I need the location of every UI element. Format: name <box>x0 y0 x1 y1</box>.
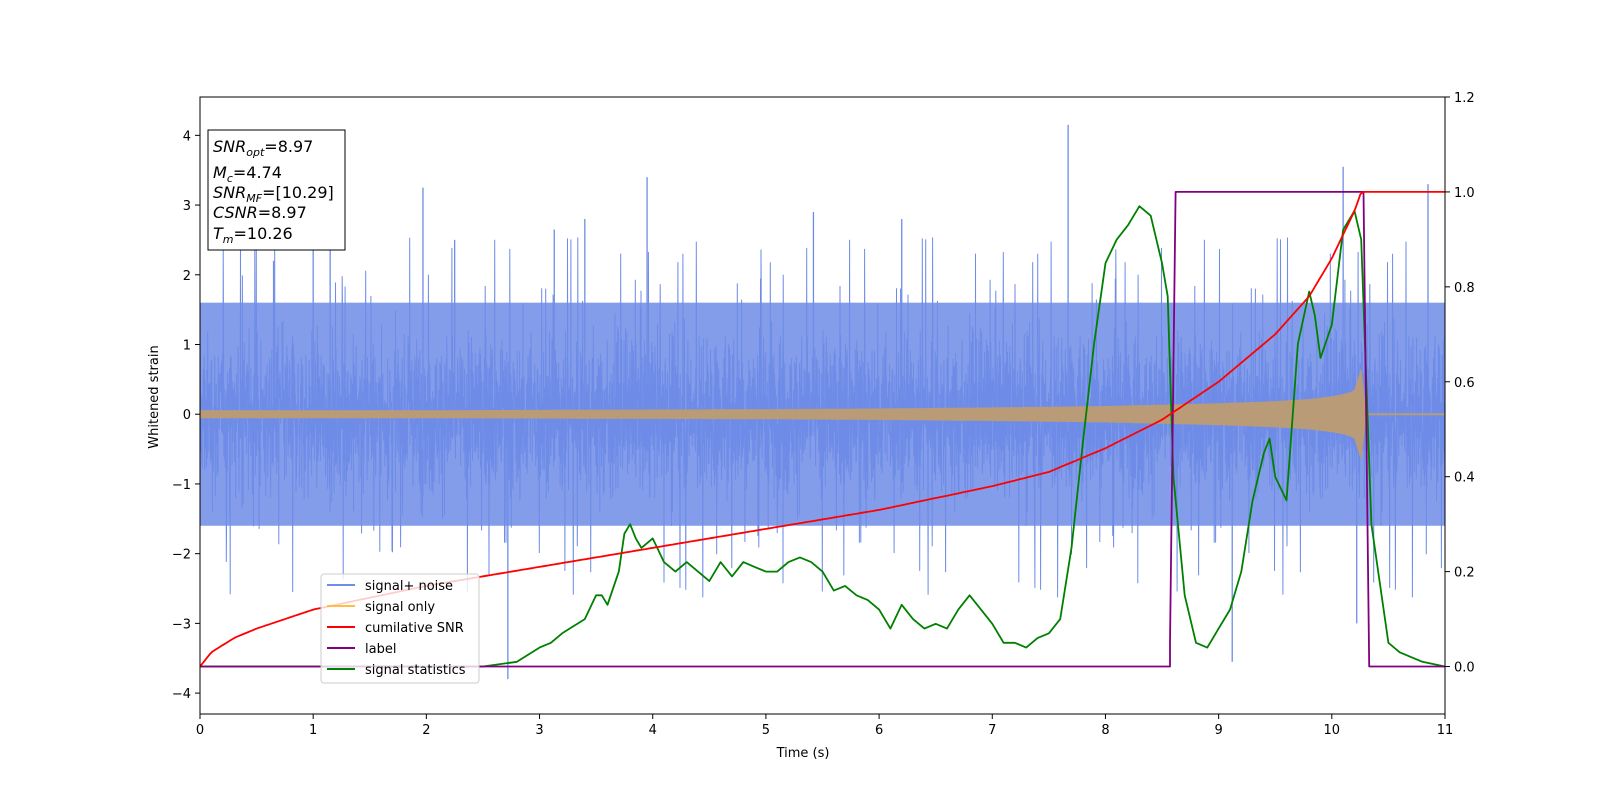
info-snr-opt: SNRopt=8.97 <box>213 137 313 159</box>
y-right-tick-label-2: 0.4 <box>1454 471 1475 486</box>
y-left-tick-label-3: −1 <box>172 478 191 493</box>
info-box: SNRopt=8.97 Mc=4.74 SNRMF=[10.29] CSNR=8… <box>207 129 346 251</box>
x-tick-label-11: 11 <box>1437 723 1454 738</box>
x-tick-label-10: 10 <box>1324 723 1341 738</box>
y-right-tick-label-1: 0.2 <box>1454 566 1475 581</box>
y-left-tick-label-4: 0 <box>183 408 191 423</box>
plot-area <box>200 124 1445 680</box>
series-signal-statistics-line <box>200 205 1445 668</box>
info-box-frame <box>207 129 346 251</box>
y-right-tick-label-5: 1.0 <box>1454 186 1475 201</box>
x-tick-label-0: 0 <box>196 723 204 738</box>
legend: signal+ noise signal only cumilative SNR la… <box>320 573 480 684</box>
x-tick-label-2: 2 <box>422 723 430 738</box>
info-csnr: CSNR=8.97 <box>213 203 307 222</box>
series-label-line <box>200 191 1445 668</box>
y-left-tick-label-7: 3 <box>183 199 191 214</box>
y-right-tick-label-0: 0.0 <box>1454 661 1475 676</box>
y-left-tick-label-2: −2 <box>172 548 191 563</box>
y-right-tick-label-6: 1.2 <box>1454 91 1475 106</box>
x-tick-label-1: 1 <box>309 723 317 738</box>
info-mc: Mc=4.74 <box>213 163 282 185</box>
legend-label-3: label <box>365 642 396 657</box>
legend-label-4: signal statistics <box>365 663 466 678</box>
y-left-tick-label-8: 4 <box>183 129 191 144</box>
info-snr-mf: SNRMF=[10.29] <box>213 183 334 205</box>
y-left-tick-label-1: −3 <box>172 617 191 632</box>
y-right-tick-label-4: 0.8 <box>1454 281 1475 296</box>
x-tick-label-6: 6 <box>875 723 883 738</box>
x-tick-label-3: 3 <box>535 723 543 738</box>
x-tick-label-8: 8 <box>1101 723 1109 738</box>
y-right-tick-label-3: 0.6 <box>1454 376 1475 391</box>
y-left-tick-label-6: 2 <box>183 269 191 284</box>
legend-label-0: signal+ noise <box>365 579 453 594</box>
info-tm: Tm=10.26 <box>213 224 293 246</box>
y-axis-label: Whitened strain <box>147 345 162 448</box>
legend-label-2: cumilative SNR <box>365 621 464 636</box>
legend-label-1: signal only <box>365 600 435 615</box>
y-left-tick-label-0: −4 <box>172 687 191 702</box>
axes: 0 1 2 3 4 5 6 7 8 9 10 11 −4 −3 −2 −1 0 1 2 3 4 0.0 0.2 0.4 0.6 0… <box>172 91 1475 738</box>
x-tick-label-5: 5 <box>762 723 770 738</box>
y-left-tick-label-5: 1 <box>183 338 191 353</box>
x-tick-label-9: 9 <box>1214 723 1222 738</box>
axes-frame <box>199 96 1446 715</box>
x-tick-label-4: 4 <box>649 723 657 738</box>
legend-frame <box>320 573 480 684</box>
x-axis-label: Time (s) <box>776 746 830 761</box>
x-tick-label-7: 7 <box>988 723 996 738</box>
